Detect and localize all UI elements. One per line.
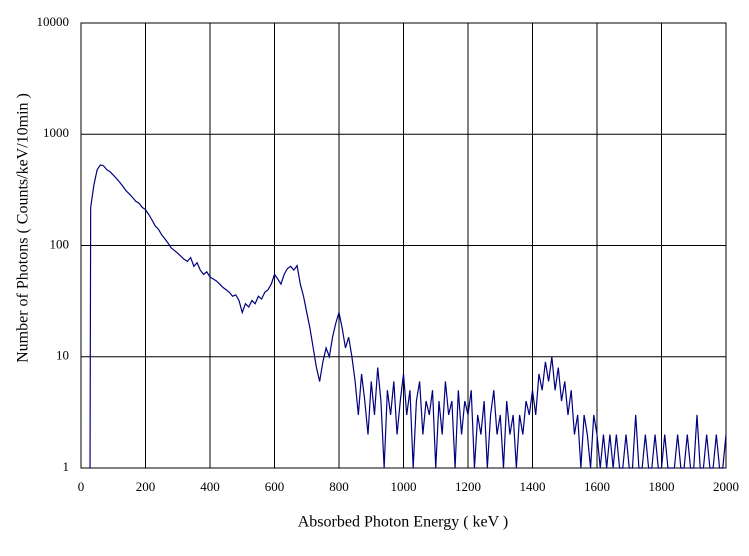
y-tick-label: 1 xyxy=(63,459,70,474)
x-tick-label: 1000 xyxy=(391,479,417,494)
x-tick-label: 1200 xyxy=(455,479,481,494)
x-axis-label: Absorbed Photon Energy ( keV ) xyxy=(298,514,509,531)
y-tick-label: 10 xyxy=(56,348,69,363)
y-axis-label: Number of Photons ( Counts/keV/10min ) xyxy=(15,93,32,363)
data-line xyxy=(89,164,727,469)
plot-frame xyxy=(80,22,727,469)
x-tick-label: 2000 xyxy=(713,479,739,494)
y-tick-label: 1000 xyxy=(43,125,69,140)
x-tick-label: 1800 xyxy=(649,479,675,494)
x-tick-label: 1600 xyxy=(584,479,610,494)
y-tick-label: 10000 xyxy=(37,14,70,29)
x-tick-label: 400 xyxy=(200,479,220,494)
y-tick-label: 100 xyxy=(50,236,70,251)
x-tick-label: 200 xyxy=(136,479,156,494)
x-tick-label: 800 xyxy=(329,479,349,494)
x-tick-label: 0 xyxy=(78,479,85,494)
x-tick-label: 1400 xyxy=(520,479,546,494)
x-tick-label: 600 xyxy=(265,479,285,494)
